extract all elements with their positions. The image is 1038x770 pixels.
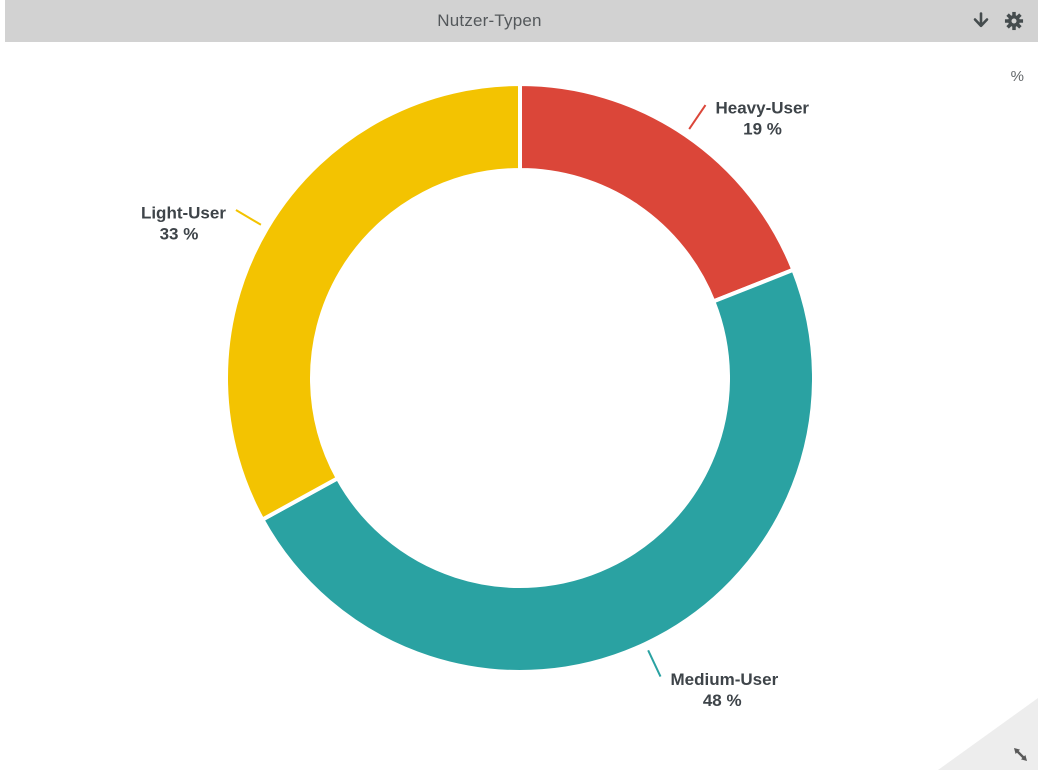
leader-line-medium-user (647, 649, 662, 678)
download-button[interactable] (968, 8, 994, 34)
resize-corner-fold (938, 698, 1038, 770)
slice-label-value-light-user: 33 % (160, 225, 199, 244)
settings-button[interactable] (1000, 7, 1028, 35)
header-icons (968, 0, 1028, 42)
slice-label-name-light-user: Light-User (141, 204, 226, 223)
donut-slice-light-user[interactable] (224, 81, 522, 523)
panel-title: Nutzer-Typen (437, 11, 542, 30)
donut-slice-medium-user[interactable] (259, 267, 816, 674)
resize-handle[interactable] (938, 698, 1038, 770)
slice-label-value-medium-user: 48 % (703, 691, 742, 710)
download-icon (973, 12, 989, 28)
leader-line-light-user (235, 209, 262, 226)
panel-header: Nutzer-Typen (5, 0, 1038, 42)
diagonal-resize-arrow-icon (1014, 748, 1027, 761)
leader-line-heavy-user (688, 104, 707, 130)
slice-label-name-heavy-user: Heavy-User (715, 99, 809, 118)
gear-icon (1004, 11, 1024, 31)
slice-label-value-heavy-user: 19 % (743, 120, 782, 139)
slice-label-name-medium-user: Medium-User (671, 670, 779, 689)
unit-label: % (1010, 68, 1024, 85)
